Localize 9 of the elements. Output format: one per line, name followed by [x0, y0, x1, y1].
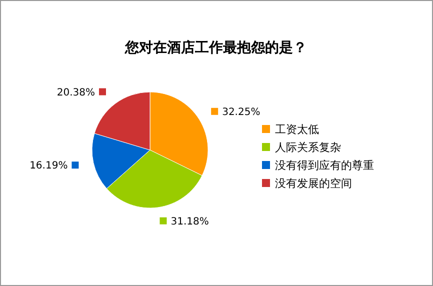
- legend-label: 人际关系复杂: [275, 141, 341, 154]
- legend-label: 没有得到应有的尊重: [275, 159, 374, 172]
- data-label: 16.19%: [30, 160, 68, 172]
- data-label: 31.18%: [170, 216, 209, 228]
- data-label: 20.38%: [56, 87, 95, 98]
- legend-label: 没有发展的空间: [275, 177, 352, 190]
- chart-title: 您对在酒店工作最抱怨的是？: [124, 39, 307, 56]
- legend-label: 工资太低: [275, 123, 319, 136]
- data-label: 32.25%: [222, 106, 260, 118]
